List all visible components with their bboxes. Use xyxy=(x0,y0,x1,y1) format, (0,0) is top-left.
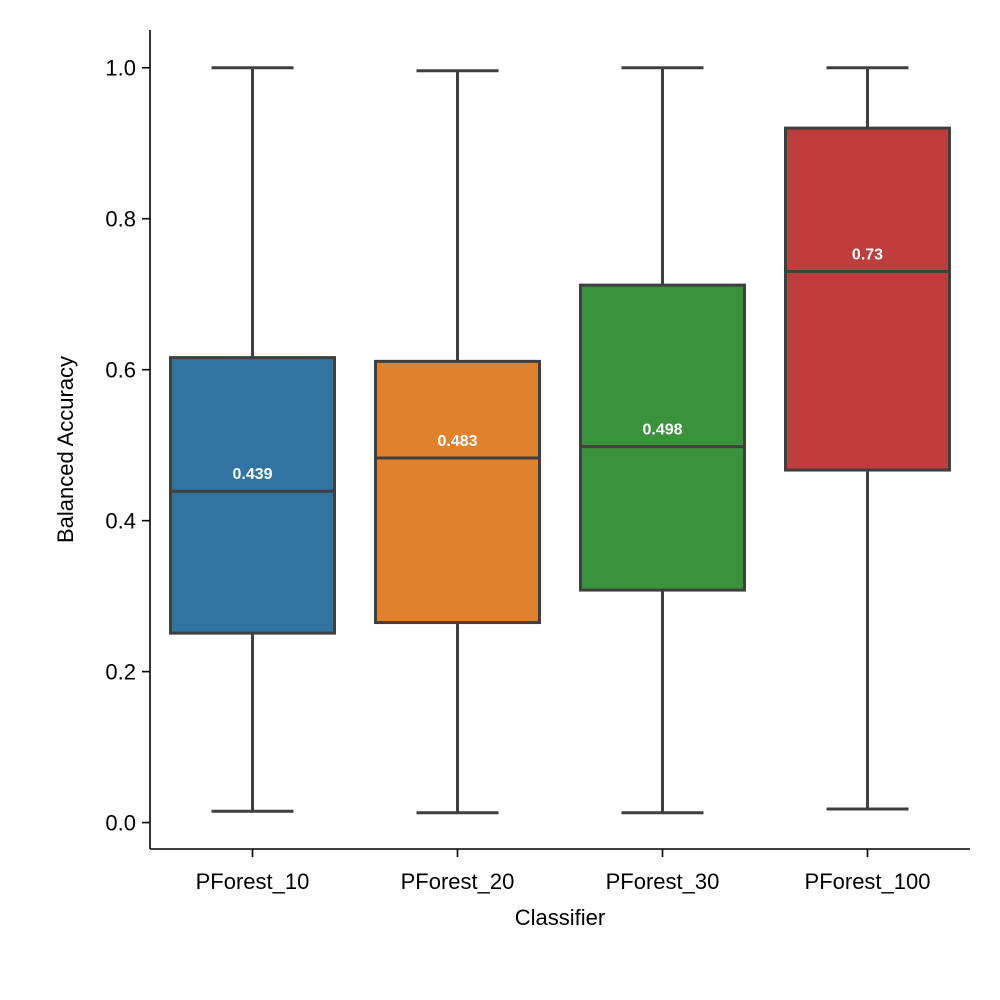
y-tick-label: 0.2 xyxy=(105,660,136,685)
y-tick-label: 0.8 xyxy=(105,207,136,232)
iqr-box xyxy=(579,283,746,592)
iqr-box xyxy=(169,356,336,635)
x-tick-label: PForest_10 xyxy=(196,869,310,894)
y-tick-label: 0.6 xyxy=(105,358,136,383)
y-axis-ticks: 0.0 0.2 0.4 0.6 0.8 1.0 xyxy=(105,56,150,836)
box-group-pforest-30: 0.498 xyxy=(579,66,746,815)
y-axis-title: Balanced Accuracy xyxy=(53,356,78,543)
y-tick-label: 1.0 xyxy=(105,56,136,81)
iqr-box xyxy=(784,126,951,472)
median-label: 0.483 xyxy=(437,433,477,450)
box-group-pforest-100: 0.73 xyxy=(784,66,951,811)
plot-area: 0.439 0.483 0.498 0.73 xyxy=(169,66,951,815)
iqr-box xyxy=(374,359,541,625)
median-label: 0.439 xyxy=(232,466,272,483)
x-axis-title: Classifier xyxy=(515,905,605,930)
x-tick-label: PForest_100 xyxy=(805,869,931,894)
median-label: 0.73 xyxy=(852,247,883,264)
median-label: 0.498 xyxy=(642,422,682,439)
y-tick-label: 0.0 xyxy=(105,811,136,836)
box-group-pforest-20: 0.483 xyxy=(374,69,541,815)
x-tick-label: PForest_30 xyxy=(606,869,720,894)
x-tick-label: PForest_20 xyxy=(401,869,515,894)
y-tick-label: 0.4 xyxy=(105,509,136,534)
x-axis-ticks: PForest_10 PForest_20 PForest_30 PForest_10… xyxy=(196,849,931,894)
box-group-pforest-10: 0.439 xyxy=(169,66,336,813)
